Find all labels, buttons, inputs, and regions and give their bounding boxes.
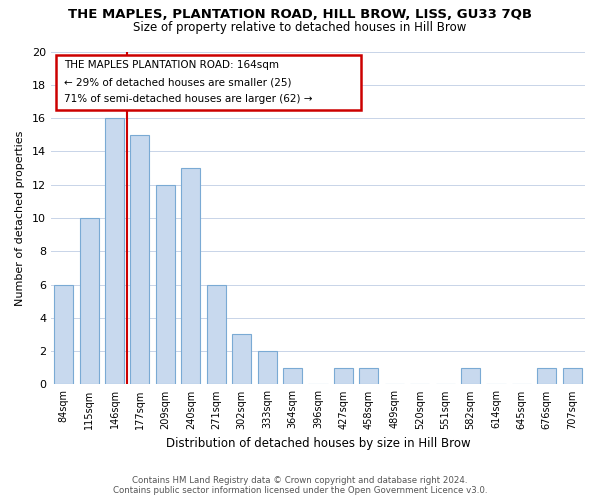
Bar <box>283 368 302 384</box>
Bar <box>181 168 200 384</box>
X-axis label: Distribution of detached houses by size in Hill Brow: Distribution of detached houses by size … <box>166 437 470 450</box>
FancyBboxPatch shape <box>56 55 361 110</box>
Bar <box>461 368 480 384</box>
Text: 71% of semi-detached houses are larger (62) →: 71% of semi-detached houses are larger (… <box>64 94 313 104</box>
Bar <box>207 284 226 384</box>
Bar <box>232 334 251 384</box>
Bar <box>156 184 175 384</box>
Bar <box>130 134 149 384</box>
Text: THE MAPLES PLANTATION ROAD: 164sqm: THE MAPLES PLANTATION ROAD: 164sqm <box>64 60 279 70</box>
Text: Contains HM Land Registry data © Crown copyright and database right 2024.
Contai: Contains HM Land Registry data © Crown c… <box>113 476 487 495</box>
Bar <box>538 368 556 384</box>
Text: THE MAPLES, PLANTATION ROAD, HILL BROW, LISS, GU33 7QB: THE MAPLES, PLANTATION ROAD, HILL BROW, … <box>68 8 532 20</box>
Bar <box>257 351 277 384</box>
Bar <box>334 368 353 384</box>
Y-axis label: Number of detached properties: Number of detached properties <box>15 130 25 306</box>
Bar <box>54 284 73 384</box>
Bar <box>105 118 124 384</box>
Bar <box>80 218 98 384</box>
Bar <box>563 368 582 384</box>
Bar <box>359 368 379 384</box>
Text: Size of property relative to detached houses in Hill Brow: Size of property relative to detached ho… <box>133 22 467 35</box>
Text: ← 29% of detached houses are smaller (25): ← 29% of detached houses are smaller (25… <box>64 77 292 87</box>
